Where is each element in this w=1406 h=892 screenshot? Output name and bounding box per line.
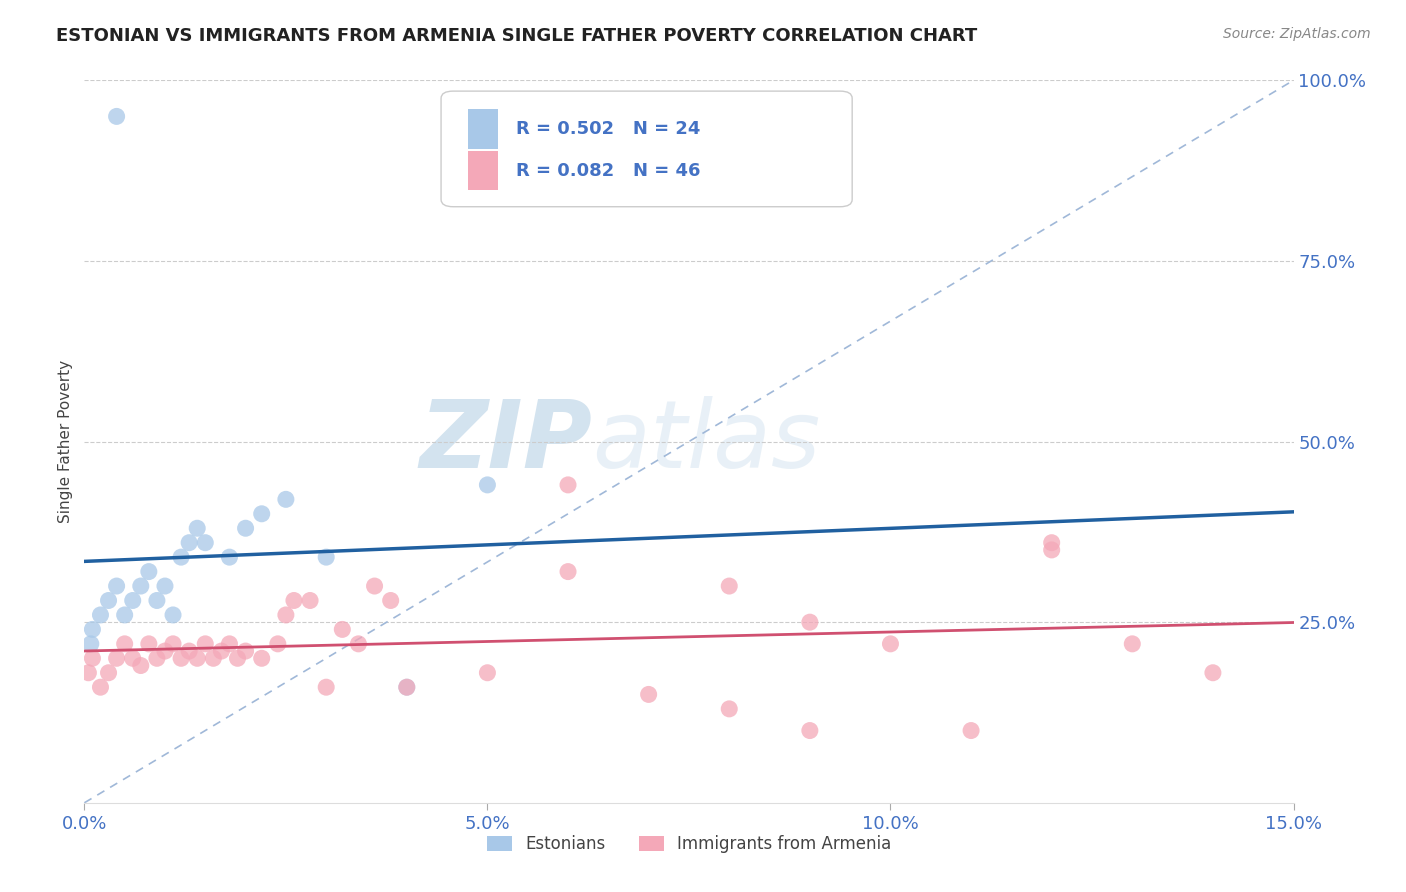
Point <box>82 623 104 637</box>
Point <box>315 680 337 694</box>
Point <box>267 637 290 651</box>
Point <box>162 637 184 651</box>
Point <box>186 521 208 535</box>
Point <box>77 665 100 680</box>
Point <box>170 651 193 665</box>
Point <box>315 550 337 565</box>
Point <box>879 637 901 651</box>
Text: atlas: atlas <box>592 396 821 487</box>
Point <box>226 651 249 665</box>
Point <box>557 565 579 579</box>
Point <box>97 665 120 680</box>
Point <box>1040 535 1063 549</box>
Point <box>283 593 305 607</box>
Point <box>138 637 160 651</box>
Point <box>218 550 240 565</box>
Point <box>153 644 176 658</box>
Point <box>718 579 741 593</box>
Point <box>1040 542 1063 557</box>
Point <box>194 637 217 651</box>
Point <box>114 637 136 651</box>
Point <box>162 607 184 622</box>
FancyBboxPatch shape <box>468 109 498 149</box>
Point <box>380 593 402 607</box>
Point <box>1202 665 1225 680</box>
Point <box>960 723 983 738</box>
FancyBboxPatch shape <box>468 151 498 191</box>
Point <box>89 680 111 694</box>
Point <box>299 593 322 607</box>
Point <box>250 507 273 521</box>
Point <box>235 521 257 535</box>
Point <box>105 110 128 124</box>
Point <box>799 723 821 738</box>
Point <box>718 702 741 716</box>
Point <box>363 579 385 593</box>
Text: Source: ZipAtlas.com: Source: ZipAtlas.com <box>1223 27 1371 41</box>
Point <box>274 492 297 507</box>
Point <box>146 593 169 607</box>
Point <box>105 651 128 665</box>
Point <box>129 658 152 673</box>
Point <box>235 644 257 658</box>
Point <box>82 651 104 665</box>
Point <box>477 665 499 680</box>
Point <box>218 637 240 651</box>
Point <box>477 478 499 492</box>
Point <box>97 593 120 607</box>
Point <box>80 637 103 651</box>
Point <box>330 623 353 637</box>
Point <box>557 478 579 492</box>
Point <box>637 687 659 701</box>
Point <box>194 535 217 549</box>
Point <box>121 593 143 607</box>
Text: ZIP: ZIP <box>419 395 592 488</box>
Point <box>274 607 297 622</box>
Point <box>153 579 176 593</box>
Point <box>186 651 208 665</box>
Point <box>395 680 418 694</box>
Text: ESTONIAN VS IMMIGRANTS FROM ARMENIA SINGLE FATHER POVERTY CORRELATION CHART: ESTONIAN VS IMMIGRANTS FROM ARMENIA SING… <box>56 27 977 45</box>
Y-axis label: Single Father Poverty: Single Father Poverty <box>58 360 73 523</box>
Point <box>209 644 232 658</box>
Point <box>250 651 273 665</box>
Point <box>179 644 201 658</box>
Point <box>799 615 821 630</box>
FancyBboxPatch shape <box>441 91 852 207</box>
Text: R = 0.502   N = 24: R = 0.502 N = 24 <box>516 120 700 137</box>
Point <box>105 579 128 593</box>
Point <box>89 607 111 622</box>
Point <box>114 607 136 622</box>
Point <box>170 550 193 565</box>
Point <box>138 565 160 579</box>
Point <box>395 680 418 694</box>
Point <box>347 637 370 651</box>
Legend: Estonians, Immigrants from Armenia: Estonians, Immigrants from Armenia <box>479 828 898 860</box>
Point <box>129 579 152 593</box>
Point <box>121 651 143 665</box>
Text: R = 0.082   N = 46: R = 0.082 N = 46 <box>516 161 700 179</box>
Point <box>1121 637 1143 651</box>
Point <box>146 651 169 665</box>
Point <box>202 651 225 665</box>
Point <box>179 535 201 549</box>
